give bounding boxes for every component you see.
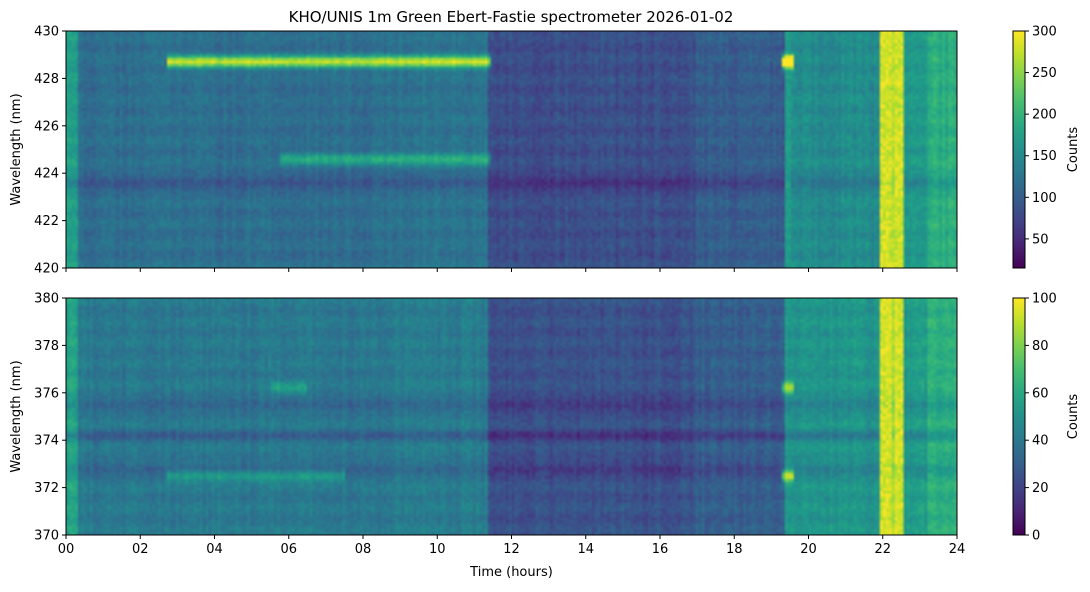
x-tick-label: 24: [949, 542, 966, 557]
colorbar-label: Counts: [1066, 394, 1081, 440]
colorbar: [1012, 297, 1026, 536]
chart-title: KHO/UNIS 1m Green Ebert-Fastie spectrome…: [289, 8, 734, 26]
x-tick-label: 02: [132, 542, 149, 557]
colorbar-tick-label: 300: [1032, 25, 1057, 40]
x-tick-label: 14: [577, 542, 594, 557]
colorbar-label: Counts: [1066, 127, 1081, 173]
x-tick-label: 18: [726, 542, 743, 557]
y-axis-label: Wavelength (nm): [9, 360, 24, 472]
y-tick-label: 426: [34, 119, 59, 134]
colorbar-tick-label: 50: [1032, 232, 1049, 247]
y-tick-label: 372: [34, 481, 59, 496]
colorbar-tick-label: 250: [1032, 66, 1057, 81]
y-tick-label: 420: [34, 262, 59, 277]
y-tick-label: 424: [34, 167, 59, 182]
y-tick-label: 374: [34, 434, 59, 449]
colorbar-tick-label: 20: [1032, 481, 1049, 496]
x-tick-label: 20: [800, 542, 817, 557]
y-tick-label: 430: [34, 25, 59, 40]
y-tick-label: 378: [34, 339, 59, 354]
y-tick-label: 428: [34, 72, 59, 87]
heatmap-image: [66, 31, 957, 268]
panel-1: 420 422 424 426 428 430 Wavelength (nm) 50 100 15…: [9, 25, 1081, 277]
x-tick-label: 16: [652, 542, 669, 557]
panel-2: 00 02 04 06 08 10 12 14 16 18 20 22 24 370 372 374 376 37…: [9, 292, 1081, 581]
heatmap-image: [66, 298, 957, 535]
x-tick-label: 22: [874, 542, 891, 557]
x-tick-label: 00: [58, 542, 75, 557]
colorbar-tick-label: 40: [1032, 434, 1049, 449]
colorbar-tick-label: 100: [1032, 292, 1057, 307]
y-tick-label: 370: [34, 529, 59, 544]
x-tick-label: 12: [503, 542, 520, 557]
x-tick-label: 08: [355, 542, 372, 557]
colorbar-tick-label: 60: [1032, 386, 1049, 401]
y-tick-label: 376: [34, 386, 59, 401]
colorbar-tick-label: 100: [1032, 191, 1057, 206]
x-tick-label: 04: [206, 542, 223, 557]
y-tick-label: 422: [34, 214, 59, 229]
x-tick-label: 06: [280, 542, 297, 557]
colorbar: [1012, 30, 1026, 269]
y-axis-label: Wavelength (nm): [9, 93, 24, 205]
x-tick-label: 10: [429, 542, 446, 557]
colorbar-tick-label: 80: [1032, 339, 1049, 354]
colorbar-tick-label: 200: [1032, 108, 1057, 123]
colorbar-tick-label: 150: [1032, 149, 1057, 164]
colorbar-tick-label: 0: [1032, 529, 1040, 544]
x-axis-label: Time (hours): [469, 565, 553, 580]
y-tick-label: 380: [34, 292, 59, 307]
